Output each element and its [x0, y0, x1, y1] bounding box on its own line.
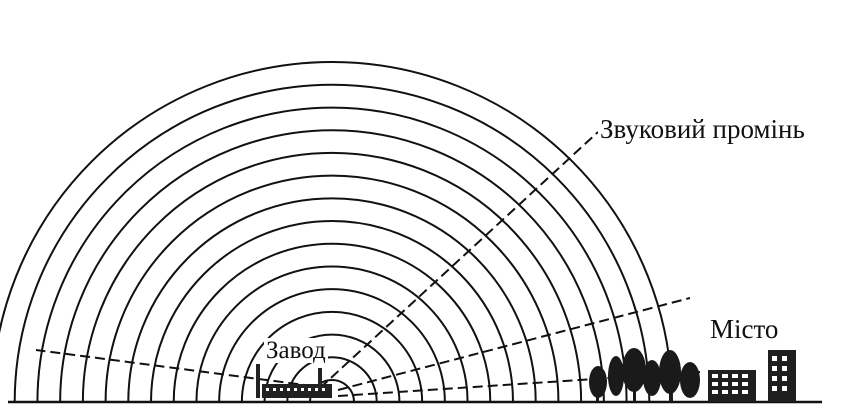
wavefront-arc: [240, 310, 424, 403]
sound-ray-label: Звуковий промінь: [598, 114, 807, 144]
factory-label: Завод: [264, 337, 328, 364]
wavefront-group: [0, 61, 673, 403]
wavefront-arc: [81, 152, 583, 403]
wavefront-arc: [127, 197, 537, 403]
city-label: Місто: [708, 314, 781, 344]
factory-icon: [256, 364, 332, 398]
wavefront-arc: [36, 106, 628, 403]
city-buildings-icon: [708, 350, 796, 402]
wavefront-arc: [195, 265, 469, 403]
sound-ray-line: [337, 297, 691, 391]
wavefront-arc: [0, 61, 673, 403]
wavefront-arc: [13, 84, 651, 403]
wavefront-arc: [218, 288, 446, 403]
wavefront-arc: [59, 129, 605, 403]
ray-group: [35, 131, 701, 397]
wavefront-arc: [263, 333, 401, 403]
sound-ray-line: [319, 131, 599, 389]
wavefront-arc: [104, 174, 560, 403]
wavefront-arc: [150, 220, 514, 403]
trees-icon: [589, 348, 700, 402]
sound-ray-line: [35, 349, 329, 389]
wavefront-arc: [172, 242, 492, 403]
